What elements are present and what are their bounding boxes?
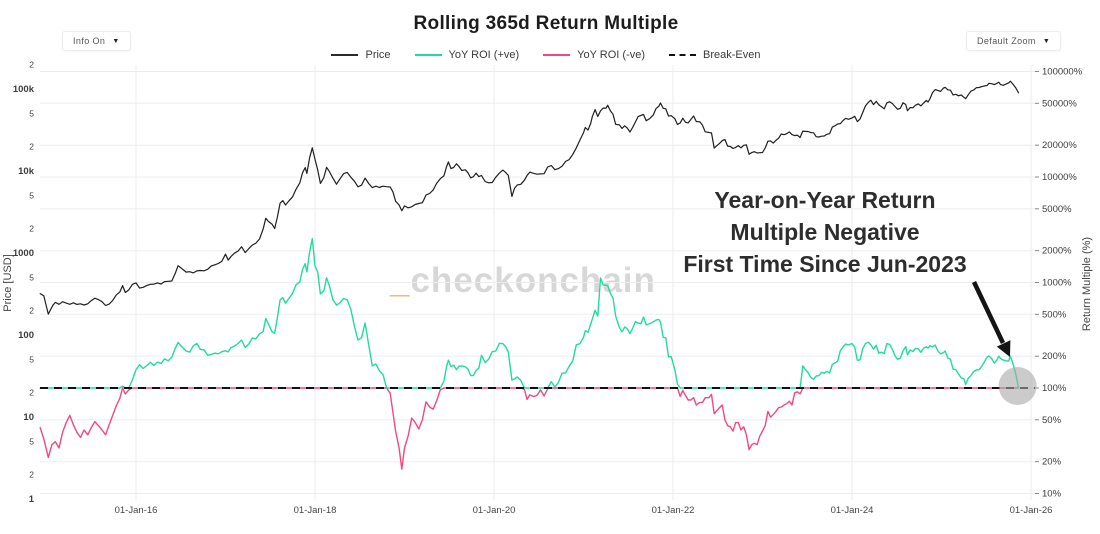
- break-even-swatch: [669, 54, 697, 56]
- legend-item-yoy-roi-positive[interactable]: YoY ROI (+ve): [414, 49, 520, 61]
- y-left-tick-label: 5: [29, 273, 34, 283]
- y-left-tick-label: 5: [29, 191, 34, 201]
- y-right-tick-label: 50%: [1042, 415, 1062, 426]
- watermark-underscore: _: [390, 261, 411, 300]
- y-right-tick-label: 20%: [1042, 457, 1062, 468]
- x-tick-label: 01-Jan-18: [294, 505, 337, 516]
- price-line-swatch: [331, 54, 359, 56]
- y-left-tick-label: 2: [29, 59, 34, 69]
- chevron-down-icon: ▼: [112, 37, 120, 45]
- yoy-roi-negative-line: [39, 387, 1020, 470]
- y-left-tick-label: 10: [23, 412, 34, 423]
- info-on-label: Info On: [73, 36, 106, 46]
- watermark-text: checkonchain: [410, 261, 656, 300]
- chevron-down-icon: ▼: [1042, 37, 1051, 45]
- annotation-arrow-shaft: [971, 281, 1006, 344]
- y-right-tick-label: 100%: [1042, 383, 1067, 394]
- y-left-tick-label: 1000: [13, 248, 34, 259]
- y-left-tick-label: 100k: [13, 84, 35, 95]
- left-axis-title: Price [USD]: [2, 254, 14, 311]
- y-right-tick-label: 200%: [1042, 351, 1067, 362]
- y-left-tick-label: 2: [29, 141, 34, 151]
- y-right-tick-label: 500%: [1042, 309, 1067, 320]
- y-right-tick-label: 50000%: [1042, 98, 1077, 109]
- legend-item-break-even[interactable]: Break-Even: [669, 49, 761, 61]
- y-left-tick-label: 5: [29, 437, 34, 447]
- y-left-tick-label: 2: [29, 469, 34, 479]
- yoy-roi-negative-swatch: [543, 54, 571, 56]
- y-right-tick-label: 5000%: [1042, 204, 1072, 215]
- y-left-tick-label: 10k: [18, 166, 35, 177]
- annotation-line-3: First Time Since Jun-2023: [683, 251, 967, 277]
- legend-item-price[interactable]: Price: [331, 49, 391, 61]
- y-left-tick-label: 2: [29, 305, 34, 315]
- yoy-roi-positive-swatch: [414, 54, 442, 56]
- x-tick-label: 01-Jan-24: [831, 505, 874, 516]
- legend-label-yoy-roi-negative: YoY ROI (-ve): [577, 49, 646, 61]
- legend-label-price: Price: [365, 49, 391, 61]
- annotation-line-2: Multiple Negative: [730, 219, 920, 245]
- legend-item-yoy-roi-negative[interactable]: YoY ROI (-ve): [543, 49, 645, 61]
- info-on-dropdown[interactable]: Info On ▼: [62, 31, 131, 51]
- y-right-tick-label: 10000%: [1042, 172, 1077, 183]
- y-left-tick-label: 2: [29, 223, 34, 233]
- y-right-tick-label: 10%: [1042, 489, 1062, 500]
- y-left-tick-label: 2: [29, 387, 34, 397]
- y-right-tick-label: 2000%: [1042, 246, 1072, 257]
- highlight-circle: [998, 367, 1037, 405]
- legend-label-yoy-roi-positive: YoY ROI (+ve): [448, 49, 520, 61]
- x-tick-label: 01-Jan-26: [1010, 505, 1053, 516]
- y-right-tick-label: 100000%: [1042, 67, 1083, 78]
- y-right-tick-label: 1000%: [1042, 278, 1072, 289]
- y-left-tick-label: 1: [29, 494, 35, 505]
- checkonchain-watermark: _checkonchain: [390, 261, 656, 301]
- legend: Price YoY ROI (+ve) YoY ROI (-ve) Break-…: [0, 49, 1092, 61]
- yoy-roi-positive-line: [39, 238, 1020, 389]
- right-axis-title: Return Multiple (%): [1081, 237, 1093, 331]
- y-right-tick-label: 20000%: [1042, 140, 1077, 151]
- y-left-tick-label: 5: [29, 355, 34, 365]
- annotation-arrow-head: [996, 340, 1011, 357]
- page-title: Rolling 365d Return Multiple: [413, 13, 679, 34]
- legend-label-break-even: Break-Even: [703, 49, 761, 61]
- y-left-tick-label: 5: [29, 109, 34, 119]
- default-zoom-label: Default Zoom: [977, 36, 1036, 46]
- price-line: [39, 80, 1020, 315]
- y-left-tick-label: 100: [18, 330, 34, 341]
- x-tick-label: 01-Jan-22: [652, 505, 695, 516]
- annotation-line-1: Year-on-Year Return: [714, 187, 936, 213]
- default-zoom-dropdown[interactable]: Default Zoom ▼: [966, 31, 1062, 51]
- x-tick-label: 01-Jan-20: [473, 505, 516, 516]
- x-tick-label: 01-Jan-16: [115, 505, 158, 516]
- chart-annotation: Year-on-Year Return Multiple Negative Fi…: [640, 184, 1010, 280]
